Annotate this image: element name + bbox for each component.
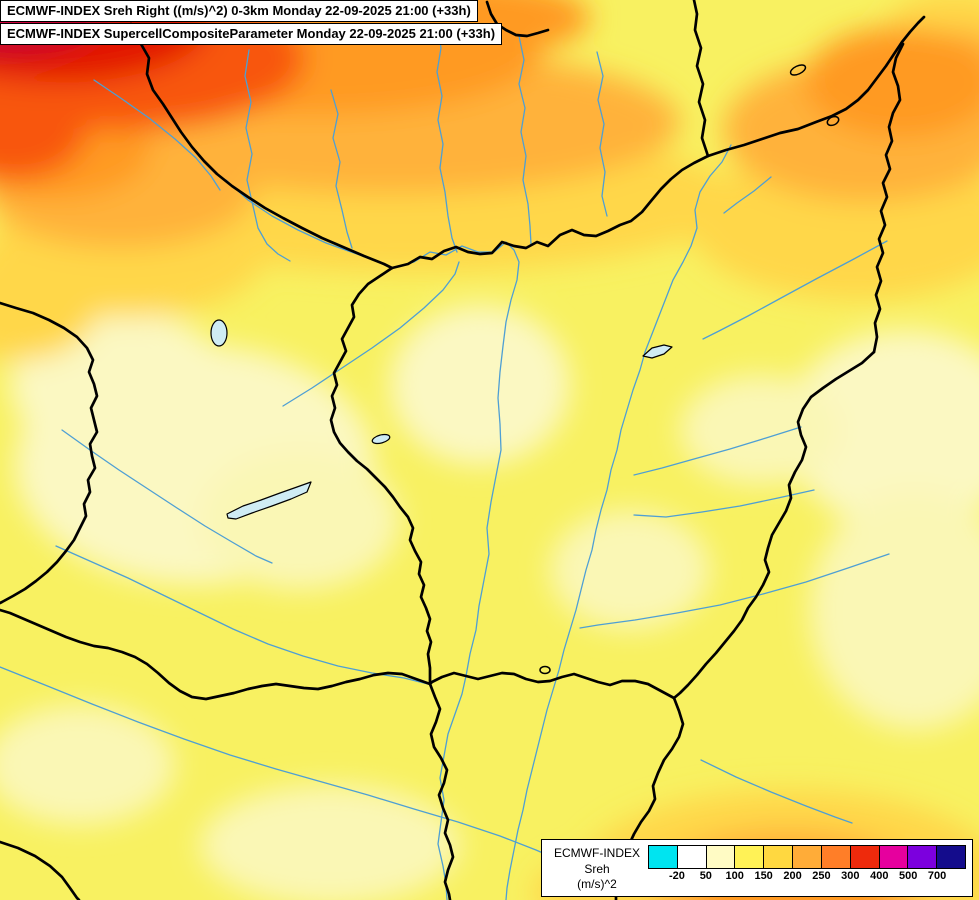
legend-tick-label: 300 (841, 870, 860, 883)
legend-color-cell (649, 846, 678, 869)
legend-color-bar (648, 845, 966, 870)
map-title-secondary: ECMWF-INDEX SupercellCompositeParameter … (0, 23, 503, 46)
lakes (210, 64, 840, 675)
terrain-loop-1 (789, 64, 807, 76)
legend-color-cell (821, 846, 851, 869)
lake-balaton (226, 481, 312, 520)
river-koros-1 (633, 426, 802, 476)
legend-color-cell (850, 846, 880, 869)
lake-tisza (642, 344, 673, 359)
legend-units: (m/s)^2 (577, 877, 617, 892)
border-czech-austria-slovakia (129, 22, 394, 270)
legend-ticks: -20 50 100 150 200 250 300 400 500 700 (648, 869, 966, 884)
legend-color-cell (908, 846, 938, 869)
country-borders (0, 0, 926, 900)
border-ukraine-northeast (706, 15, 926, 158)
legend-color-cell (793, 846, 822, 869)
border-ukraine-romania (872, 42, 905, 354)
legend-scale: -20 50 100 150 200 250 300 400 500 700 (648, 845, 966, 884)
river-vah (436, 23, 458, 253)
legend-subtitle: Sreh (584, 861, 610, 876)
legend-color-cell (735, 846, 765, 869)
river-hron (518, 35, 532, 245)
river-raba (282, 261, 460, 407)
river-morava (244, 49, 291, 262)
border-bosnia-croatia (0, 840, 81, 900)
border-hungary-slovakia (390, 154, 710, 270)
legend-title: ECMWF-INDEX (554, 846, 640, 861)
legend-color-cell (764, 846, 794, 869)
river-nw (93, 79, 221, 191)
river-mura (61, 429, 273, 564)
river-tisza (505, 144, 732, 900)
map-title-primary: ECMWF-INDEX Sreh Right ((m/s)^2) 0-3km M… (0, 0, 478, 23)
border-hungary-serbia (428, 671, 676, 700)
border-hungary-romania (672, 350, 876, 700)
rivers (0, 23, 890, 900)
lake-velence (371, 433, 391, 445)
river-maros (579, 553, 890, 629)
border-slovakia-ukraine (692, 0, 710, 158)
legend-tick-label: 200 (783, 870, 802, 883)
legend-color-cell (677, 846, 707, 869)
legend-color-cell (879, 846, 909, 869)
border-hungary-croatia (0, 608, 432, 701)
legend-color-cell (937, 846, 965, 869)
river-szamos (702, 240, 888, 340)
river-nitra (330, 89, 353, 249)
border-austria-hungary (329, 266, 433, 686)
border-poland-slovakia-spur (485, 0, 550, 38)
legend-tick-label: 100 (725, 870, 744, 883)
legend-titles: ECMWF-INDEX Sreh (m/s)^2 (546, 845, 648, 893)
terrain-loop-3 (539, 665, 551, 675)
legend-tick-label: -20 (668, 870, 685, 883)
legend-tick-label: 500 (898, 870, 918, 883)
legend-tick-label: 250 (812, 870, 831, 883)
legend-tick-label: 400 (870, 870, 889, 883)
border-croatia-serbia (428, 682, 455, 900)
border-austria-italy-slovenia (0, 301, 99, 605)
legend-tick-label: 150 (754, 870, 773, 883)
legend-color-cell (706, 846, 736, 869)
river-bodrog (723, 176, 772, 214)
legend: ECMWF-INDEX Sreh (m/s)^2 -20 50 100 150 200 2… (541, 839, 973, 897)
river-banat (700, 759, 853, 824)
legend-tick-label: 50 (699, 870, 712, 883)
lake-neusiedl (210, 319, 228, 347)
river-koros-2 (633, 489, 815, 518)
river-hornad (596, 51, 608, 217)
legend-tick-label: 700 (927, 870, 947, 883)
